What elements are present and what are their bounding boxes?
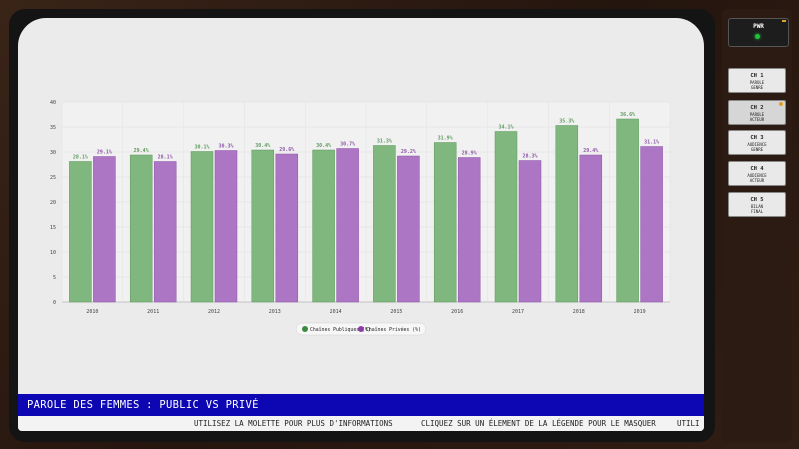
bar-value-label: 30.3%: [218, 144, 233, 150]
channel-number: CH 3: [750, 135, 764, 141]
bar: [457, 157, 481, 303]
ticker-scroll: UTILISEZ LA MOLETTE POUR PLUS D'INFORMAT…: [18, 416, 704, 431]
channel-label: BILAN FINAL: [750, 204, 764, 214]
x-tick-label: 2016: [451, 309, 463, 315]
y-tick-label: 10: [50, 250, 56, 256]
channel-button-1[interactable]: CH 1 PAROLE GENRE: [728, 68, 786, 93]
bar-value-label: 29.2%: [401, 149, 416, 155]
bar: [494, 131, 518, 303]
y-tick-label: 15: [50, 225, 56, 231]
legend-item: Chaînes Publiques (%): [310, 326, 371, 333]
tv-screen: 0 5 10 15 20 25 30 35 40 28.1% 29.1% 29.4% 28.1% 30.…: [18, 18, 704, 431]
bar: [153, 161, 177, 303]
bar-value-label: 28.1%: [158, 155, 173, 161]
bar: [190, 151, 214, 303]
bar: [93, 156, 116, 303]
bar-value-label: 36.6%: [620, 112, 635, 118]
bar-value-label: 29.4%: [583, 148, 598, 154]
channel-button-4[interactable]: CH 4 AUDIENCE ACTEUR: [728, 161, 786, 186]
bar-value-label: 35.3%: [559, 119, 574, 125]
bar-chart: 0 5 10 15 20 25 30 35 40 28.1% 29.1% 29.4% 28.1% 30.…: [50, 100, 671, 336]
x-tick-label: 2015: [390, 309, 402, 315]
bar: [518, 160, 542, 303]
channel-label: AUDIENCE ACTEUR: [747, 173, 767, 183]
active-channel-dot-icon: [779, 102, 783, 106]
bar-value-label: 30.7%: [340, 142, 355, 148]
y-tick-label: 0: [53, 300, 56, 306]
y-tick-label: 5: [53, 275, 56, 281]
bar: [312, 149, 335, 303]
bar-value-label: 28.3%: [522, 154, 537, 160]
power-led-icon: [755, 34, 760, 39]
bar: [640, 146, 663, 303]
power-corner-indicator: [782, 20, 786, 22]
channel-label: AUDIENCE GENRE: [747, 142, 767, 152]
x-tick-label: 2013: [269, 309, 281, 315]
ticker-message: UTILI: [677, 419, 700, 428]
bar: [336, 148, 359, 303]
y-tick-label: 25: [50, 175, 56, 181]
bar: [251, 149, 275, 303]
legend-marker-icon: [302, 326, 308, 332]
bar-value-label: 30.4%: [255, 143, 270, 149]
bar: [616, 118, 639, 303]
bar: [69, 161, 92, 303]
channel-number: CH 1: [750, 73, 764, 79]
ticker-message: UTILISEZ LA MOLETTE POUR PLUS D'INFORMAT…: [194, 419, 393, 428]
y-tick-label: 30: [50, 150, 56, 156]
ticker-message: CLIQUEZ SUR UN ÉLEMENT DE LA LÉGENDE POU…: [421, 419, 656, 428]
bar-value-label: 29.1%: [97, 150, 112, 156]
y-tick-label: 40: [50, 100, 56, 106]
channel-number: CH 5: [750, 197, 764, 203]
y-tick-label: 35: [50, 125, 56, 131]
channel-number: CH 4: [750, 166, 764, 172]
x-tick-label: 2017: [512, 309, 524, 315]
x-tick-label: 2019: [634, 309, 646, 315]
channel-button-5[interactable]: CH 5 BILAN FINAL: [728, 192, 786, 217]
bar-value-label: 28.9%: [462, 151, 477, 157]
channel-number: CH 2: [750, 105, 764, 111]
x-tick-label: 2018: [573, 309, 585, 315]
channel-button-2[interactable]: CH 2 PAROLE ACTEUR: [728, 100, 786, 125]
ticker-title-bar: PAROLE DES FEMMES : PUBLIC VS PRIVÉ: [18, 394, 704, 416]
y-tick-label: 20: [50, 200, 56, 206]
bar: [129, 154, 153, 303]
bar-value-label: 34.1%: [498, 125, 513, 131]
bar: [433, 142, 457, 303]
bar: [579, 154, 603, 303]
bar-value-label: 31.9%: [438, 136, 453, 142]
bar-value-label: 31.3%: [377, 139, 392, 145]
bar-value-label: 31.1%: [644, 140, 659, 146]
bar-value-label: 30.4%: [316, 143, 331, 149]
channel-button-3[interactable]: CH 3 AUDIENCE GENRE: [728, 130, 786, 155]
bar: [214, 150, 238, 303]
bar-value-label: 29.4%: [134, 148, 149, 154]
x-tick-label: 2011: [147, 309, 159, 315]
x-tick-label: 2012: [208, 309, 220, 315]
power-indicator: PWR: [728, 18, 789, 47]
channel-label: PAROLE ACTEUR: [749, 112, 765, 122]
x-tick-label: 2014: [330, 309, 342, 315]
bar: [555, 125, 579, 303]
bar-value-label: 30.1%: [194, 145, 209, 151]
legend-marker-icon: [358, 326, 364, 332]
legend-item: Chaînes Privées (%): [366, 326, 421, 333]
bar-value-label: 29.6%: [279, 147, 294, 153]
bar: [373, 145, 396, 303]
bar: [275, 153, 299, 303]
x-tick-label: 2010: [86, 309, 98, 315]
power-label: PWR: [753, 23, 764, 30]
bar: [397, 155, 420, 303]
channel-label: PAROLE GENRE: [749, 80, 765, 90]
bar-value-label: 28.1%: [73, 155, 88, 161]
